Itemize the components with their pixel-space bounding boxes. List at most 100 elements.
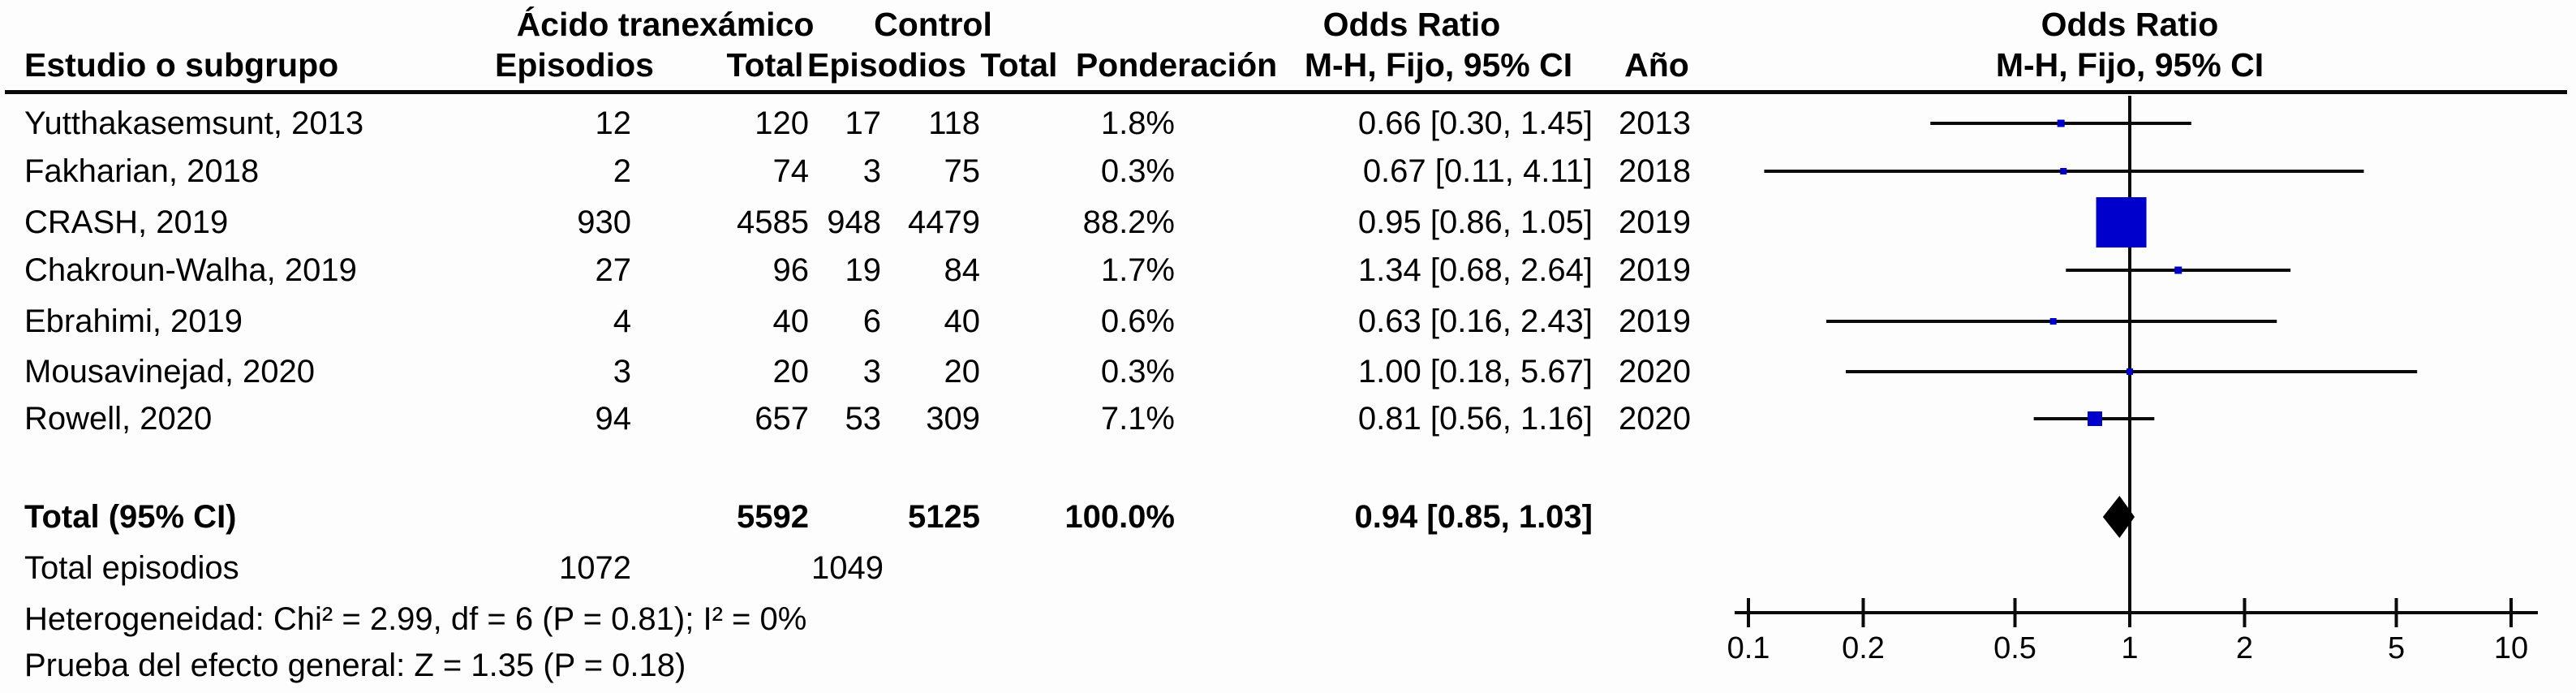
or-marker (2174, 266, 2183, 274)
col-header-txa-total: Total (726, 46, 804, 84)
year: 2020 (1619, 401, 1691, 437)
weight: 0.6% (1100, 303, 1175, 339)
txa-total: 120 (755, 105, 809, 141)
total-weight: 100.0% (1064, 499, 1175, 535)
summary-diamond (2102, 496, 2135, 538)
control-events: 3 (862, 153, 881, 189)
study-row: Ebrahimi, 2019 4 40 6 40 0.6% 0.63 [0.16… (0, 299, 1720, 344)
txa-total: 96 (772, 252, 810, 288)
or-marker (2096, 197, 2147, 248)
axis-tick-label: 10 (2494, 631, 2528, 665)
year: 2013 (1619, 105, 1691, 141)
axis-tick-label: 0.5 (1993, 631, 2036, 665)
total-events-control: 1049 (811, 550, 884, 586)
group-header-odds-ratio: Odds Ratio (1322, 6, 1501, 43)
study-name: Chakroun-Walha, 2019 (24, 252, 357, 288)
control-total: 84 (944, 252, 981, 288)
year: 2018 (1619, 153, 1691, 189)
control-events: 19 (845, 252, 882, 288)
year: 2019 (1619, 303, 1691, 339)
axis-tick-label: 0.1 (1727, 631, 1770, 665)
total-events-txa: 1072 (559, 550, 631, 586)
or-ci-text: 1.34 [0.68, 2.64] (1357, 252, 1593, 288)
or-marker (2087, 411, 2102, 426)
txa-events: 12 (595, 105, 632, 141)
total-txa: 5592 (737, 499, 809, 535)
or-ci-text: 0.95 [0.86, 1.05] (1357, 204, 1593, 240)
weight: 1.7% (1100, 252, 1175, 288)
study-name: Ebrahimi, 2019 (24, 303, 243, 339)
axis-tick-label: 0.2 (1842, 631, 1885, 665)
control-events: 948 (827, 204, 881, 240)
col-header-year: Año (1624, 46, 1689, 84)
control-total: 20 (944, 354, 981, 390)
control-events: 6 (862, 303, 881, 339)
heterogeneity-stats: Heterogeneidad: Chi² = 2.99, df = 6 (P =… (24, 601, 807, 637)
control-total: 75 (944, 153, 981, 189)
study-row: Rowell, 2020 94 657 53 309 7.1% 0.81 [0.… (0, 396, 1720, 441)
col-header-or-ci: M-H, Fijo, 95% CI (1304, 46, 1573, 84)
control-events: 17 (845, 105, 882, 141)
study-row: Fakharian, 2018 2 74 3 75 0.3% 0.67 [0.1… (0, 148, 1720, 194)
or-marker (2127, 368, 2133, 375)
or-ci-text: 0.67 [0.11, 4.11] (1362, 153, 1593, 189)
col-header-control-events: Episodios (807, 46, 966, 84)
weight: 1.8% (1100, 105, 1175, 141)
year: 2020 (1619, 354, 1691, 390)
col-header-txa-events: Episodios (495, 46, 654, 84)
or-ci-text: 1.00 [0.18, 5.67] (1357, 354, 1593, 390)
weight: 0.3% (1100, 153, 1175, 189)
control-total: 4479 (908, 204, 980, 240)
study-name: Mousavinejad, 2020 (24, 354, 316, 390)
txa-events: 3 (613, 354, 631, 390)
year: 2019 (1619, 204, 1691, 240)
or-marker (2057, 119, 2065, 127)
weight: 88.2% (1082, 204, 1175, 240)
overall-effect-test: Prueba del efecto general: Z = 1.35 (P =… (24, 648, 686, 683)
total-events-label: Total episodios (24, 550, 239, 586)
txa-total: 657 (755, 401, 809, 437)
txa-total: 4585 (737, 204, 809, 240)
axis-tick-label: 5 (2388, 631, 2405, 665)
control-total: 40 (944, 303, 981, 339)
or-ci-text: 0.66 [0.30, 1.45] (1357, 105, 1593, 141)
col-header-control-total: Total (980, 46, 1058, 84)
study-name: Fakharian, 2018 (24, 153, 260, 189)
study-row: Mousavinejad, 2020 3 20 3 20 0.3% 1.00 [… (0, 349, 1720, 394)
group-header-control: Control (874, 6, 992, 43)
study-name: Rowell, 2020 (24, 401, 213, 437)
txa-total: 20 (772, 354, 810, 390)
study-name: CRASH, 2019 (24, 204, 229, 240)
col-header-study: Estudio o subgrupo (24, 46, 339, 84)
weight: 0.3% (1100, 354, 1175, 390)
study-row: Yutthakasemsunt, 2013 12 120 17 118 1.8%… (0, 101, 1720, 146)
or-marker (2049, 318, 2057, 325)
or-ci-text: 0.81 [0.56, 1.16] (1357, 401, 1593, 437)
control-total: 118 (928, 105, 980, 141)
or-ci-text: 0.63 [0.16, 2.43] (1357, 303, 1593, 339)
total-row: Total (95% CI) 5592 5125 100.0% 0.94 [0.… (0, 494, 1720, 540)
group-header-txa: Ácido tranexámico (516, 6, 815, 43)
control-total: 309 (926, 401, 980, 437)
txa-events: 94 (595, 401, 632, 437)
total-or-ci: 0.94 [0.85, 1.03] (1354, 499, 1593, 535)
total-control: 5125 (908, 499, 980, 535)
study-row: Chakroun-Walha, 2019 27 96 19 84 1.7% 1.… (0, 248, 1720, 293)
study-name: Yutthakasemsunt, 2013 (24, 105, 364, 141)
total-label: Total (95% CI) (24, 499, 237, 535)
group-header-odds-ratio-plot: Odds Ratio (2041, 6, 2219, 43)
txa-events: 4 (613, 303, 631, 339)
control-events: 53 (845, 401, 882, 437)
axis-tick-label: 2 (2236, 631, 2253, 665)
txa-events: 2 (613, 153, 631, 189)
txa-total: 40 (772, 303, 810, 339)
txa-total: 74 (772, 153, 810, 189)
col-header-or-ci-plot: M-H, Fijo, 95% CI (1995, 46, 2264, 84)
header-separator (5, 90, 2567, 94)
axis-tick-label: 1 (2121, 631, 2138, 665)
control-events: 3 (862, 354, 881, 390)
weight: 7.1% (1100, 401, 1175, 437)
year: 2019 (1619, 252, 1691, 288)
txa-events: 930 (577, 204, 631, 240)
